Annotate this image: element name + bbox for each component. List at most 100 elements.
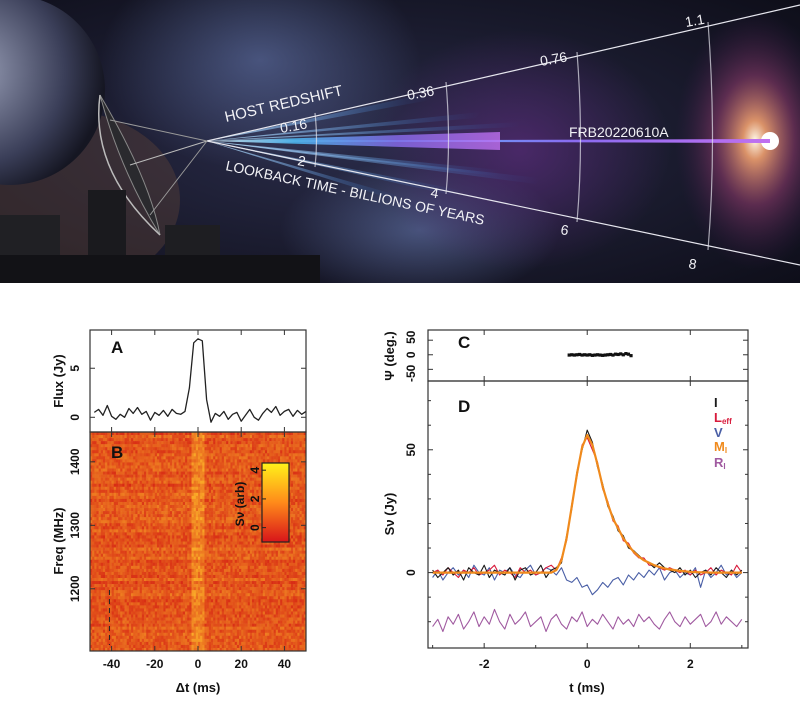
heatmap-cell (213, 532, 216, 536)
heatmap-cell (280, 559, 283, 564)
heatmap-cell (185, 492, 188, 497)
heatmap-cell (92, 465, 95, 469)
heatmap-cell (303, 578, 307, 582)
heatmap-cell (98, 498, 102, 503)
heatmap-cell (152, 505, 156, 509)
heatmap-cell (299, 538, 302, 542)
heatmap-cell (144, 535, 147, 539)
heatmap-cell (200, 435, 203, 439)
heatmap-cell (189, 505, 192, 509)
heatmap-cell (195, 535, 199, 539)
heatmap-cell (163, 511, 166, 515)
heatmap-cell (131, 444, 134, 448)
heatmap-cell (230, 520, 233, 524)
heatmap-cell (299, 456, 302, 460)
heatmap-cell (245, 435, 248, 439)
heatmap-cell (195, 468, 199, 472)
heatmap-cell (100, 444, 104, 448)
heatmap-cell (241, 471, 244, 475)
heatmap-cell (213, 480, 216, 485)
heatmap-cell (96, 480, 99, 485)
heatmap-cell (187, 514, 190, 518)
heatmap-cell (256, 432, 259, 436)
heatmap-cell (303, 468, 307, 472)
heatmap-cell (202, 459, 205, 463)
heatmap-cell (221, 477, 225, 481)
heatmap-cell (135, 553, 138, 558)
heatmap-cell (264, 565, 268, 570)
heatmap-cell (254, 565, 257, 570)
heatmap-cell (239, 477, 242, 481)
heatmap-cell (204, 562, 207, 567)
heatmap-cell (208, 553, 212, 558)
heatmap-cell (275, 559, 279, 564)
heatmap-cell (297, 565, 300, 570)
heatmap-cell (254, 553, 257, 558)
heatmap-cell (299, 471, 302, 475)
heatmap-cell (195, 520, 199, 524)
heatmap-cell (195, 571, 199, 576)
heatmap-cell (148, 477, 151, 481)
heatmap-cell (258, 468, 261, 472)
heatmap-cell (109, 489, 112, 494)
heatmap-cell (92, 450, 95, 454)
heatmap-cell (107, 474, 110, 478)
heatmap-cell (152, 489, 156, 494)
heatmap-cell (137, 435, 140, 439)
heatmap-cell (105, 459, 108, 463)
heatmap-cell (286, 562, 290, 567)
heatmap-cell (230, 456, 233, 460)
heatmap-cell (169, 526, 173, 530)
heatmap-cell (113, 450, 117, 454)
heatmap-cell (126, 538, 130, 542)
heatmap-cell (301, 441, 305, 445)
heatmap-cell (90, 438, 93, 442)
heatmap-cell (258, 514, 261, 518)
heatmap-cell (223, 501, 227, 506)
heatmap-cell (295, 474, 298, 478)
heatmap-cell (277, 447, 281, 451)
heatmap-cell (92, 529, 95, 533)
heatmap-cell (94, 471, 97, 475)
heatmap-cell (189, 556, 192, 561)
heatmap-cell (98, 459, 102, 463)
heatmap-cell (213, 556, 216, 561)
heatmap-cell (118, 517, 121, 521)
heatmap-cell (161, 453, 164, 457)
heatmap-cell (185, 565, 188, 570)
heatmap-cell (282, 574, 285, 579)
heatmap-cell (174, 492, 177, 497)
heatmap-cell (230, 480, 233, 485)
heatmap-cell (202, 508, 205, 512)
heatmap-cell (124, 568, 128, 573)
heatmap-cell (165, 477, 169, 481)
heatmap-cell (185, 444, 188, 448)
heatmap-cell (226, 474, 229, 478)
heatmap-cell (159, 483, 162, 488)
heatmap-cell (254, 492, 257, 497)
heatmap-cell (213, 444, 216, 448)
heatmap-cell (172, 495, 175, 500)
heatmap-cell (124, 459, 128, 463)
heatmap-cell (139, 468, 143, 472)
heatmap-cell (126, 456, 130, 460)
heatmap-cell (165, 520, 169, 524)
heatmap-cell (260, 565, 264, 570)
heatmap-cell (221, 501, 225, 506)
heatmap-cell (161, 465, 164, 469)
heatmap-cell (148, 432, 151, 436)
heatmap-cell (247, 474, 251, 478)
heatmap-cell (96, 462, 99, 466)
heatmap-cell (219, 477, 223, 481)
heatmap-cell (113, 556, 117, 561)
heatmap-cell (299, 444, 302, 448)
heatmap-cell (139, 453, 143, 457)
heatmap-cell (109, 508, 112, 512)
heatmap-cell (96, 523, 99, 527)
heatmap-cell (128, 453, 132, 457)
heatmap-cell (174, 456, 177, 460)
heatmap-cell (109, 581, 112, 585)
heatmap-cell (105, 438, 108, 442)
heatmap-cell (100, 529, 104, 533)
heatmap-cell (239, 453, 242, 457)
